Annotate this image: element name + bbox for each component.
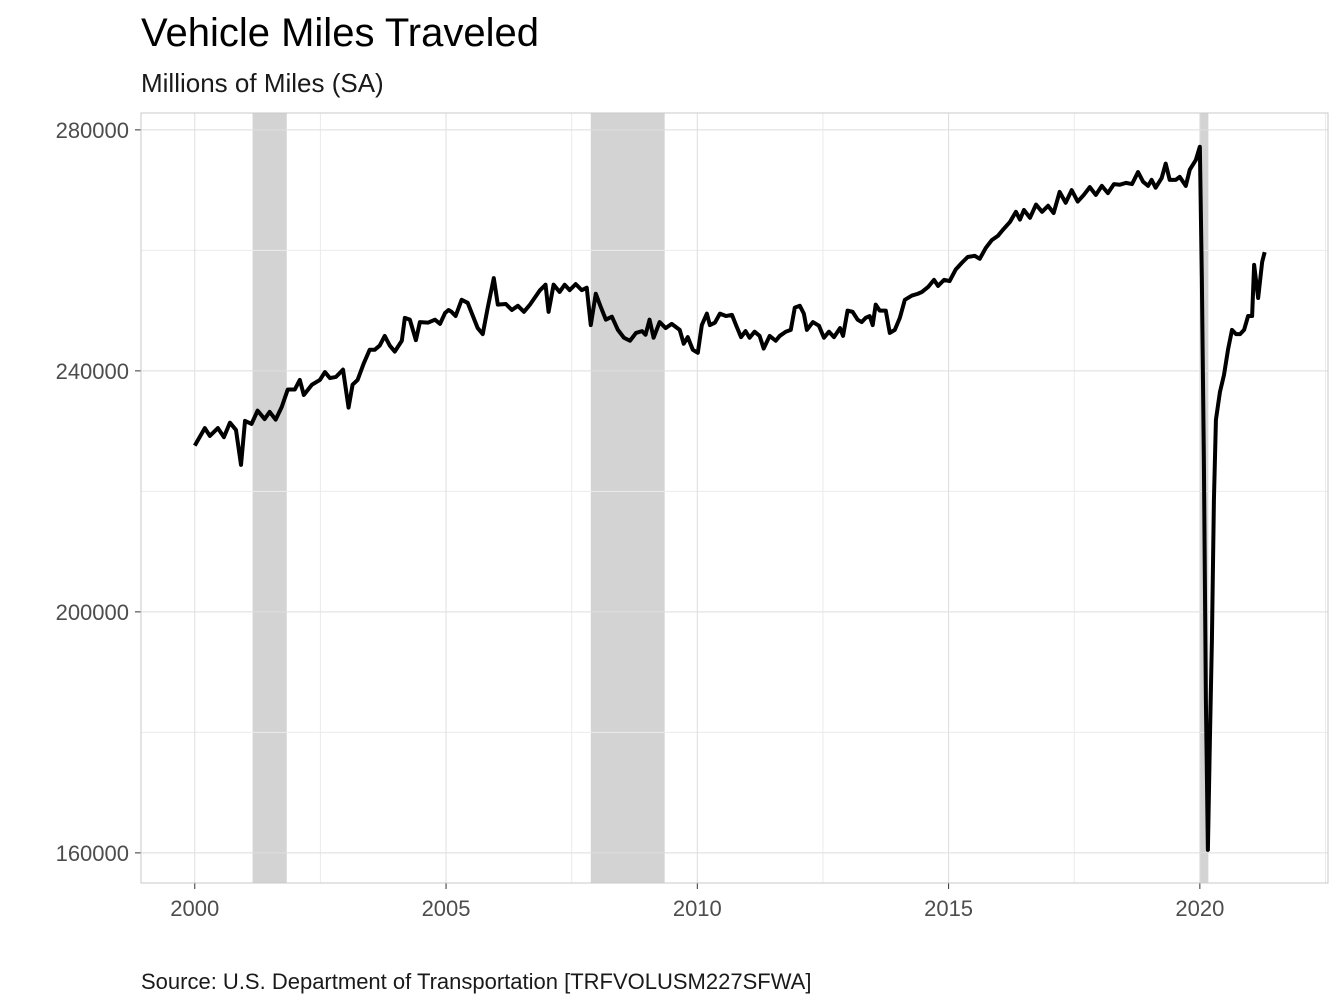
series-line [193, 144, 1267, 852]
chart-caption: Source: U.S. Department of Transportatio… [141, 969, 811, 994]
recession-band [590, 113, 665, 883]
x-tick-label: 2000 [170, 896, 219, 921]
panel-border [140, 112, 1329, 884]
y-tick-label: 240000 [56, 359, 129, 384]
y-tick-label: 280000 [56, 118, 129, 143]
y-tick-label: 200000 [56, 600, 129, 625]
plot-data [193, 144, 1267, 852]
x-tick-label: 2020 [1175, 896, 1224, 921]
axes: 2000 2005 2010 2015 2020 160000 200000 240000 28… [56, 112, 1329, 921]
x-tick-label: 2015 [924, 896, 973, 921]
chart-subtitle: Millions of Miles (SA) [141, 68, 384, 98]
x-tick-label: 2005 [422, 896, 471, 921]
recession-band [252, 113, 287, 883]
grid [141, 113, 1328, 883]
chart-title: Vehicle Miles Traveled [141, 11, 539, 55]
x-tick-label: 2010 [673, 896, 722, 921]
y-tick-label: 160000 [56, 841, 129, 866]
